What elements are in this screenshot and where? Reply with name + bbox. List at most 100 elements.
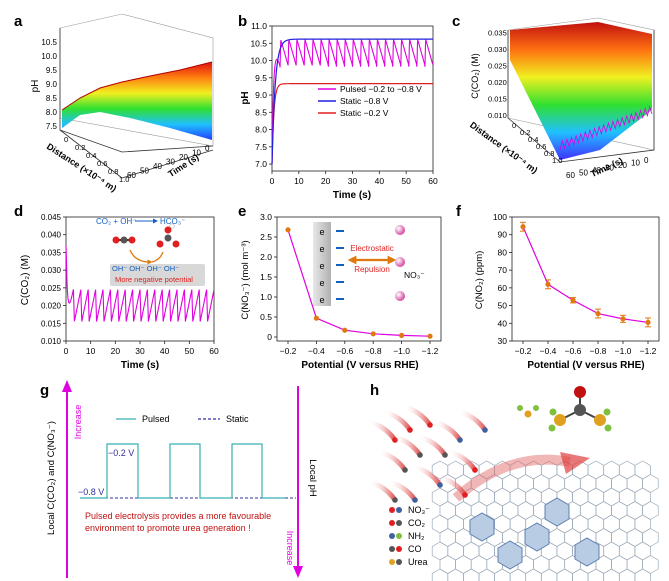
f-ytick-label: 100	[493, 212, 507, 222]
electron-label: e	[319, 261, 324, 271]
graphene-cell	[533, 555, 550, 574]
molecule-trail	[433, 419, 463, 442]
graphene-cell	[447, 460, 464, 480]
graphene-cell	[455, 555, 472, 574]
graphene-cell	[626, 474, 643, 493]
b-xtick-label: 60	[428, 176, 438, 186]
f-data-point	[570, 297, 576, 303]
graphene-cell	[439, 528, 456, 547]
legend-label: Urea	[408, 557, 428, 567]
a-ph-tick-label: 9.5	[46, 66, 58, 75]
urea-molecule-icon	[548, 386, 612, 432]
graphene-cell	[470, 555, 488, 574]
reactant-molecule-icon	[482, 427, 488, 433]
legend-molecule-icon	[396, 520, 402, 526]
e-ytick-label: 1.5	[260, 272, 272, 282]
e-data-point	[285, 227, 291, 233]
d-xtick-label: 30	[135, 346, 145, 356]
graphene-cell	[595, 528, 612, 547]
a-distance-tick-label: 0.4	[86, 151, 96, 160]
graphene-cell	[463, 568, 480, 581]
molecule-trail	[413, 464, 443, 487]
graphene-cell	[603, 568, 620, 581]
panel-d-xlabel: Time (s)	[121, 360, 159, 371]
reactant-molecule-icon	[392, 497, 398, 503]
c-time-tick-label: 10	[631, 159, 640, 168]
graphene-cell	[603, 541, 620, 561]
a-time-tick-label: 10	[192, 149, 201, 158]
panel-d-pulsed-line	[65, 245, 215, 322]
graphene-cell	[525, 568, 542, 581]
d-ytick-label: 0.020	[41, 302, 62, 311]
f-xtick-label: −0.4	[540, 346, 557, 356]
panel-letter-c: c	[452, 13, 460, 30]
d-ytick-label: 0.045	[41, 213, 62, 222]
graphene-cell	[611, 555, 628, 574]
legend-molecule-icon	[389, 546, 395, 552]
e-xtick-label: −0.6	[336, 346, 353, 356]
panel-e-ylabel: C(NO₃⁻) (mol m⁻³)	[240, 240, 251, 319]
graphene-cell	[556, 541, 573, 561]
a-ph-tick-label: 7.5	[46, 122, 58, 131]
c-distance-tick-label: 0.6	[536, 142, 546, 151]
graphene-cell	[540, 568, 558, 581]
b-xtick-label: 30	[348, 176, 358, 186]
g-label-high: −0.2 V	[108, 448, 134, 458]
f-xtick-label: −0.6	[565, 346, 582, 356]
b-ytick-label: 9.5	[255, 73, 267, 83]
inset-electrostatic: Electrostatic	[350, 244, 394, 253]
c-time-tick-label: 20	[618, 161, 627, 170]
graphene-cell	[447, 541, 464, 561]
b-ytick-label: 8.0	[255, 125, 267, 135]
f-ytick-label: 90	[498, 230, 508, 240]
panel-f: 30 40 50 60 70 80 90 100 −0.2 −0.4 −0.6 −0.8 −1.0 −1…	[474, 212, 660, 371]
graphene-cell	[634, 487, 651, 507]
molecule-trail	[438, 474, 468, 497]
c-distance-tick-label: 0.4	[528, 135, 538, 144]
graphene-cell	[618, 487, 636, 507]
e-ytick-label: 2.0	[260, 252, 272, 262]
f-data-point	[645, 319, 651, 325]
f-xtick-label: −1.0	[615, 346, 632, 356]
co2-molecule-icon	[112, 236, 136, 244]
b-ytick-label: 10.5	[250, 38, 267, 48]
graphene-cell	[587, 460, 605, 480]
panel-d-ylabel: C(CO₂) (M)	[20, 255, 31, 306]
d-ytick-label: 0.035	[41, 248, 62, 257]
c-conc-tick-label: 0.020	[488, 78, 507, 87]
a-distance-tick-label: 0.2	[75, 143, 85, 152]
graphene-cell	[603, 487, 620, 507]
panel-g: Increase Increase Local C(CO₂) and C(NO₃…	[46, 380, 318, 578]
c-time-tick-label: 40	[592, 166, 601, 175]
panel-b-legend: Pulsed −0.2 to −0.8 V Static −0.8 V Stat…	[318, 84, 422, 118]
a-time-tick-label: 20	[179, 153, 188, 162]
panel-letter-d: d	[14, 203, 23, 220]
molecule-trail	[368, 479, 398, 502]
graphene-cell	[494, 487, 511, 507]
inset-repulsion: Repulsion	[354, 265, 390, 274]
legend-molecule-icon	[389, 533, 395, 539]
legend-molecule-icon	[396, 507, 402, 513]
reactant-molecule-icon	[427, 422, 433, 428]
graphene-cell	[611, 528, 628, 547]
e-xtick-label: −0.2	[280, 346, 297, 356]
graphene-cell	[517, 501, 534, 520]
graphene-cell	[439, 555, 456, 574]
graphene-cell	[525, 487, 542, 507]
graphene-cell	[603, 460, 620, 480]
graphene-cell	[478, 541, 495, 561]
graphene-cell	[455, 528, 472, 547]
molecule-trail	[448, 449, 478, 472]
graphene-cell	[579, 474, 597, 493]
panel-letter-a: a	[14, 13, 23, 30]
graphene-cell	[626, 501, 643, 520]
panel-c: 0.010 0.015 0.020 0.025 0.030 0.035 C(CO₂) (M…	[468, 17, 655, 180]
f-ytick-label: 80	[498, 247, 508, 257]
a-time-tick-label: 60	[127, 171, 136, 180]
graphene-cell	[626, 528, 643, 547]
a-ph-tick-label: 10.5	[41, 38, 57, 47]
graphene-cell	[431, 487, 449, 507]
e-ytick-label: 0	[267, 332, 272, 342]
legend-molecule-icon	[396, 546, 402, 552]
f-ytick-label: 40	[498, 318, 508, 328]
